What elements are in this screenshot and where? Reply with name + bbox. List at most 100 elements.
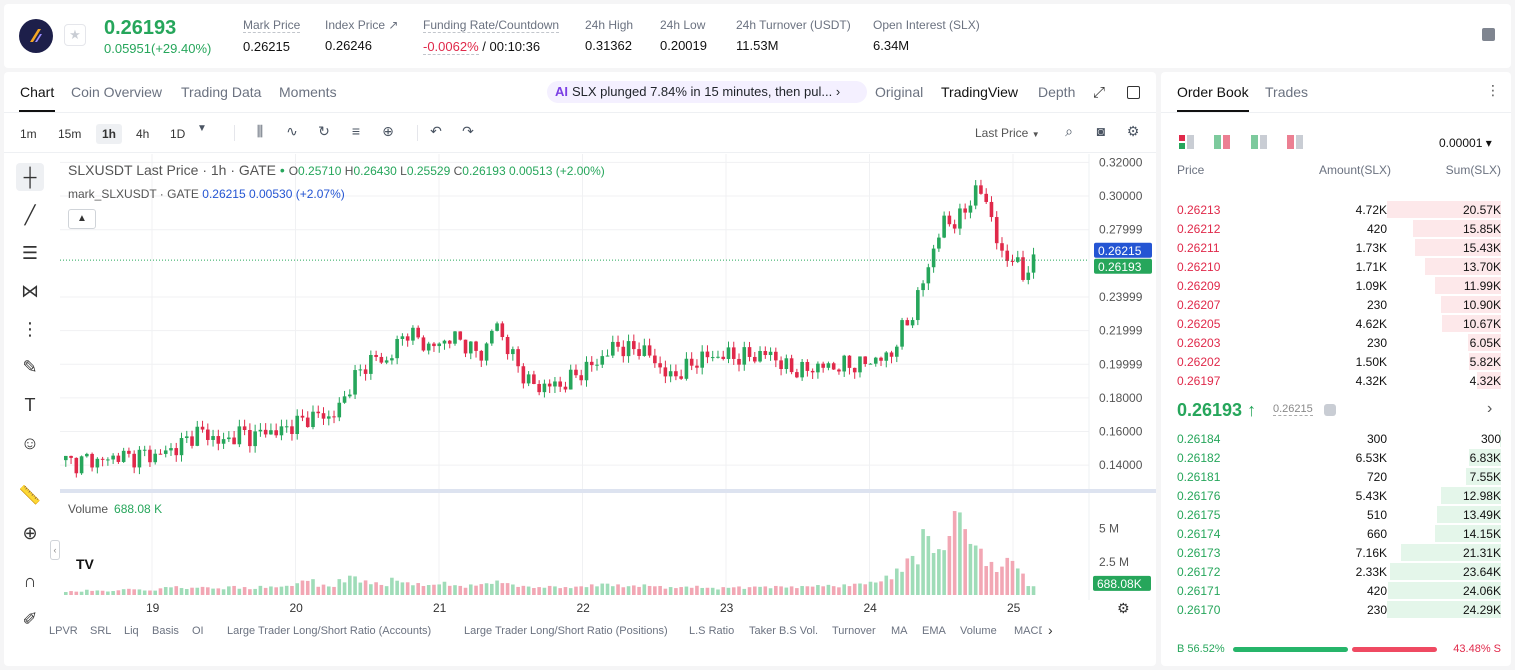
brush-icon[interactable]: ✎ (22, 357, 38, 377)
y-tick-label: 0.23999 (1099, 290, 1143, 304)
view-depth[interactable]: Depth (1038, 84, 1076, 100)
volume-bar (85, 589, 89, 595)
ask-row[interactable]: 0.26213 4.72K 20.57K (1161, 200, 1511, 219)
timeframe-15m[interactable]: 15m (58, 127, 82, 141)
tab-coin-overview[interactable]: Coin Overview (71, 84, 163, 100)
indicator-ls-ratio[interactable]: L.S Ratio (689, 625, 735, 637)
ask-row[interactable]: 0.26210 1.71K 13.70K (1161, 257, 1511, 276)
book-icon[interactable] (1482, 28, 1495, 41)
horizontal-lines-icon[interactable]: ☰ (21, 243, 39, 263)
chevron-right-icon[interactable]: › (1048, 622, 1053, 638)
active-tab-underline (1177, 110, 1249, 112)
bid-row[interactable]: 0.26176 5.43K 12.98K (1161, 486, 1511, 505)
indicator-macd[interactable]: MACD (1014, 625, 1042, 637)
ask-row[interactable]: 0.26202 1.50K 5.82K (1161, 352, 1511, 371)
ai-alert-banner[interactable]: AI SLX plunged 7.84% in 15 minutes, then … (547, 81, 867, 103)
ask-row[interactable]: 0.26211 1.73K 15.43K (1161, 238, 1511, 257)
expand-icon[interactable]: ⤢ (1093, 84, 1106, 101)
pattern-icon[interactable]: ⋈ (21, 281, 39, 301)
redo-icon[interactable]: ↷ (462, 123, 474, 139)
indicators-icon[interactable]: ∿ (286, 123, 298, 139)
timeframe-1h[interactable]: 1h (96, 124, 123, 144)
mark-symbol: mark_SLXUSDT · GATE (68, 187, 199, 201)
indicator-volume[interactable]: Volume (960, 625, 997, 637)
more-options-icon[interactable]: ⋮ (1486, 82, 1500, 98)
camera-icon[interactable]: ◙ (1096, 123, 1106, 139)
add-alert-icon[interactable]: ⊕ (382, 123, 394, 139)
ask-row[interactable]: 0.26207 230 10.90K (1161, 295, 1511, 314)
volume-bar (558, 588, 562, 595)
indicator-lpvr[interactable]: LPVR (49, 625, 78, 637)
bid-row[interactable]: 0.26175 510 13.49K (1161, 505, 1511, 524)
bid-row[interactable]: 0.26173 7.16K 21.31K (1161, 543, 1511, 562)
ask-row[interactable]: 0.26212 420 15.85K (1161, 219, 1511, 238)
bid-row[interactable]: 0.26182 6.53K 6.83K (1161, 448, 1511, 467)
magnet-icon[interactable]: ∩ (23, 571, 37, 591)
ask-row[interactable]: 0.26209 1.09K 11.99K (1161, 276, 1511, 295)
bid-row[interactable]: 0.26174 660 14.15K (1161, 524, 1511, 543)
volume-bar (200, 586, 205, 595)
candle-type-icon[interactable]: ⫼ (256, 123, 264, 139)
tab-trading-data[interactable]: Trading Data (181, 84, 262, 100)
indicator-ls-accounts[interactable]: Large Trader Long/Short Ratio (Accounts) (227, 625, 432, 637)
stat-label[interactable]: Funding Rate/Countdown (423, 18, 560, 33)
collapse-legend-button[interactable]: ▲ (68, 209, 96, 229)
bid-row[interactable]: 0.26181 720 7.55K (1161, 467, 1511, 486)
search-icon[interactable]: ⌕ (1065, 123, 1073, 139)
indicator-liq[interactable]: Liq (124, 625, 139, 637)
price-chart[interactable]: 0.32000 0.30000 0.27999 0.23999 0.21999 0.199… (4, 72, 1156, 620)
compare-icon[interactable]: ↻ (318, 123, 330, 139)
zoom-in-icon[interactable]: ⊕ (22, 523, 38, 543)
tab-order-book[interactable]: Order Book (1177, 84, 1249, 100)
indicator-srl[interactable]: SRL (90, 625, 112, 637)
indicator-basis[interactable]: Basis (152, 625, 179, 637)
view-tradingview[interactable]: TradingView (941, 84, 1019, 100)
candle-body (584, 361, 589, 381)
indicator-ema[interactable]: EMA (922, 625, 946, 637)
bid-row[interactable]: 0.26172 2.33K 23.64K (1161, 562, 1511, 581)
tab-moments[interactable]: Moments (279, 84, 337, 100)
volume-bar (158, 588, 163, 595)
text-tool-icon[interactable]: T (24, 395, 36, 415)
indicator-ma[interactable]: MA (891, 625, 908, 637)
tab-chart[interactable]: Chart (20, 84, 55, 100)
templates-icon[interactable]: ≡ (351, 123, 361, 139)
undo-icon[interactable]: ↶ (430, 123, 442, 139)
bid-row[interactable]: 0.26184 300 300 (1161, 429, 1511, 448)
settings-gear-icon[interactable]: ⚙ (1126, 123, 1140, 139)
ask-row[interactable]: 0.26203 230 6.05K (1161, 333, 1511, 352)
ruler-icon[interactable]: 📏 (18, 485, 42, 505)
stat-label[interactable]: Index Price ↗ (325, 18, 399, 32)
indicator-turnover[interactable]: Turnover (832, 625, 876, 637)
indicator-oi[interactable]: OI (192, 625, 204, 637)
precision-select[interactable]: 0.00001 ▾ (1439, 136, 1492, 150)
chevron-right-icon[interactable]: › (1487, 400, 1493, 417)
ask-row[interactable]: 0.26205 4.62K 10.67K (1161, 314, 1511, 333)
collapse-sidebar-button[interactable]: ‹ (50, 540, 60, 560)
favorite-star-icon[interactable]: ★ (64, 24, 86, 46)
timeframe-4h[interactable]: 4h (136, 127, 150, 141)
indicator-taker-vol[interactable]: Taker B.S Vol. (749, 625, 819, 637)
lock-drawing-icon[interactable]: ✐ (22, 609, 38, 629)
stat-label[interactable]: Mark Price (243, 18, 301, 33)
trend-line-icon[interactable]: ╱ (24, 205, 36, 225)
fib-icon[interactable]: ⋮ (21, 319, 39, 339)
bid-row[interactable]: 0.26170 230 24.29K (1161, 600, 1511, 619)
indicator-ls-positions[interactable]: Large Trader Long/Short Ratio (Positions… (464, 625, 668, 637)
emoji-icon[interactable]: ☺ (20, 433, 40, 453)
layout-both-icon[interactable] (1179, 135, 1195, 149)
ask-row[interactable]: 0.26197 4.32K 4.32K (1161, 371, 1511, 390)
timeframe-1d[interactable]: 1D (170, 127, 186, 141)
chevron-down-icon[interactable]: ▼ (197, 123, 207, 134)
fullscreen-icon[interactable] (1127, 86, 1140, 99)
timeframe-1m[interactable]: 1m (20, 127, 37, 141)
layout-bids-icon[interactable] (1251, 135, 1267, 149)
tab-trades[interactable]: Trades (1265, 84, 1309, 100)
layout-compact-icon[interactable] (1214, 135, 1230, 149)
view-original[interactable]: Original (875, 84, 924, 100)
bid-row[interactable]: 0.26171 420 24.06K (1161, 581, 1511, 600)
crosshair-icon[interactable]: ┼ (16, 163, 44, 191)
price-type-select[interactable]: Last Price ▼ (975, 126, 1040, 140)
depth-bar (1415, 239, 1501, 256)
layout-asks-icon[interactable] (1287, 135, 1303, 149)
